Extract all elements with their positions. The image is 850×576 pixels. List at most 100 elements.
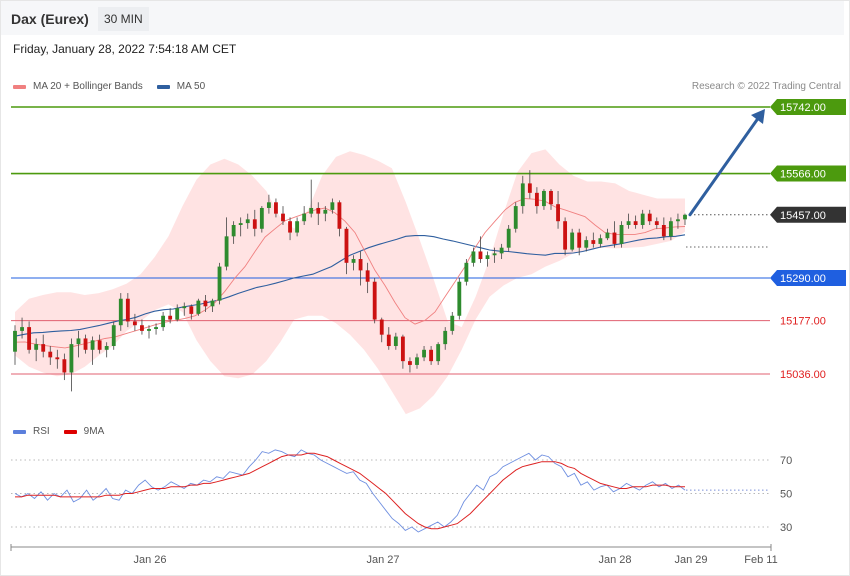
candle-body-up (238, 223, 243, 225)
candle (196, 298, 201, 316)
candle (563, 217, 568, 256)
candle (450, 311, 455, 335)
legend-label-ma20: MA 20 + Bollinger Bands (33, 81, 143, 92)
candle-body-up (34, 344, 39, 350)
candle-body-up (224, 236, 229, 267)
candle-body-up (605, 232, 610, 239)
candle (612, 221, 617, 248)
level-label: 15457.00 (780, 210, 826, 222)
candle (668, 217, 673, 241)
candle-body-up (443, 330, 448, 345)
candle-body-down (534, 192, 539, 207)
candle (464, 259, 469, 286)
candle (605, 228, 610, 241)
candle (577, 228, 582, 256)
candle (344, 226, 349, 275)
level-label: 15177.00 (780, 316, 826, 328)
candle (422, 346, 426, 362)
candle (302, 206, 307, 225)
candle (245, 213, 250, 229)
candle-body-up (323, 209, 328, 214)
candle (570, 228, 575, 252)
candle-body-up (302, 213, 307, 222)
candle (20, 317, 24, 339)
candle-body-down (288, 221, 292, 233)
candle-body-up (196, 300, 201, 314)
candle (97, 334, 102, 354)
candle (175, 304, 180, 322)
candle (337, 200, 342, 237)
candle-body-up (436, 344, 441, 362)
candle (386, 327, 391, 350)
candle (365, 262, 370, 294)
candle (415, 353, 419, 369)
chart-datetime: Friday, January 28, 2022 7:54:18 AM CET (13, 42, 237, 56)
candle (140, 319, 144, 335)
instrument-title: Dax (Eurex) (11, 11, 89, 27)
candle (499, 243, 504, 260)
candle (443, 327, 448, 350)
candle (309, 179, 314, 218)
candle-body-up (245, 219, 250, 224)
candle (408, 357, 412, 373)
candle (210, 298, 215, 312)
candle (259, 206, 264, 233)
candle-body-up (330, 202, 335, 210)
candle-body-down (337, 202, 342, 229)
interval-button[interactable]: 30 MIN (98, 7, 149, 31)
candle-body-up (76, 338, 81, 345)
candle-body-down (281, 213, 285, 222)
candle-body-up (118, 298, 123, 326)
rsi-legend: RSI 9MA (13, 426, 118, 437)
candle (125, 293, 130, 328)
candle-body-down (132, 321, 137, 326)
candle-body-down (527, 183, 532, 193)
candle (217, 262, 222, 305)
candle (295, 217, 300, 237)
candle-body-up (598, 238, 603, 244)
candle-body-down (612, 232, 617, 244)
candle-body-down (591, 240, 596, 244)
candle-body-up (210, 300, 215, 307)
legend-swatch-ma20 (13, 84, 26, 89)
forecast-arrow-shaft (688, 115, 761, 217)
candle-body-down (661, 224, 666, 237)
candle (55, 349, 60, 369)
legend-item-9ma: 9MA (63, 426, 105, 437)
candle (161, 311, 166, 331)
candle (436, 342, 441, 365)
candle (111, 321, 116, 350)
rsi-tick-label: 50 (780, 489, 792, 501)
copyright-note: Research © 2022 Trading Central (691, 81, 841, 92)
candle-body-down (274, 202, 278, 214)
candle (132, 313, 137, 331)
candle-body-down (647, 213, 652, 222)
candle-body-up (619, 224, 624, 244)
legend-item-ma50: MA 50 (156, 81, 205, 92)
candle-body-down (365, 270, 370, 282)
legend-label-9ma: 9MA (83, 426, 105, 437)
x-tick-label: Jan 27 (366, 554, 399, 566)
chart-header: Dax (Eurex) 30 MIN (1, 1, 844, 35)
candle-body-down (358, 259, 363, 271)
level-label: 15290.00 (780, 273, 826, 285)
candle-body-down (48, 351, 53, 358)
candle-body-up (217, 266, 222, 301)
candle (41, 334, 46, 358)
candle (147, 325, 151, 339)
candle-body-down (563, 221, 568, 250)
candle (393, 332, 398, 350)
x-tick-label: Jan 28 (598, 554, 631, 566)
candle (372, 277, 377, 324)
candle-body-down (408, 361, 412, 365)
candle-body-up (351, 259, 356, 263)
candle (323, 206, 328, 222)
candle (429, 346, 434, 365)
candle-body-up (492, 253, 497, 256)
candle-body-up (422, 349, 426, 358)
candle (676, 213, 680, 229)
candle (379, 317, 384, 343)
candle (13, 325, 17, 365)
x-tick-label: Feb 11 (744, 554, 777, 566)
